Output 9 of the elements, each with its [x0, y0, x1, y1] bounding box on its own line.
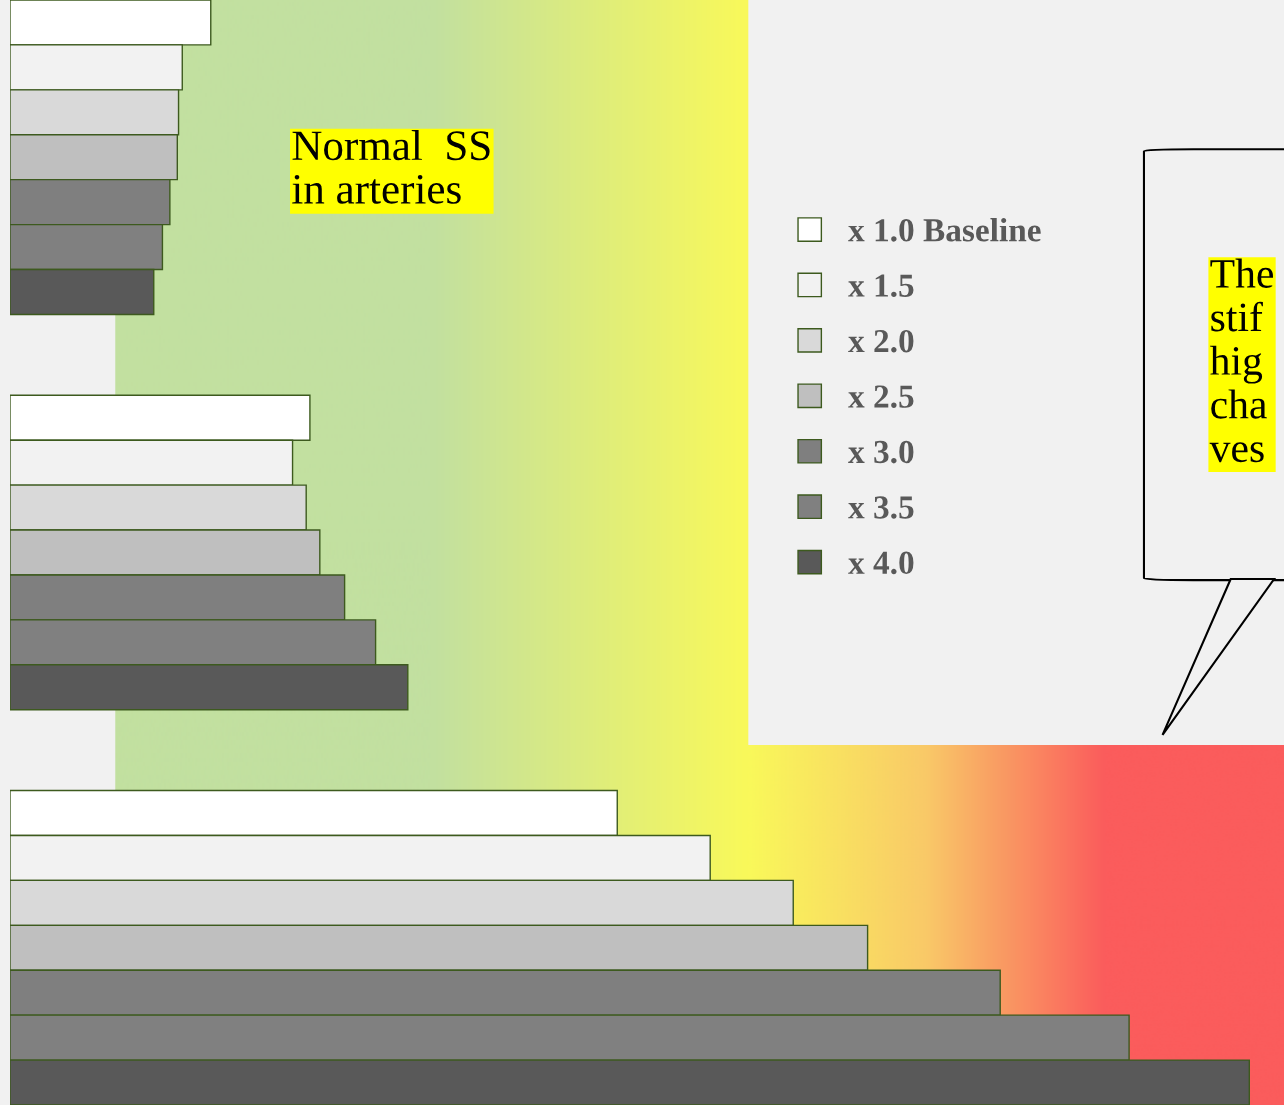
legend-label: x 3.0: [848, 440, 914, 464]
legend-label: x 4.0: [848, 551, 914, 575]
legend-label: x 1.0 Baseline: [848, 218, 1041, 242]
legend-label: x 2.0: [848, 329, 914, 353]
legend-label: x 1.5: [848, 274, 914, 298]
annotation: The stif hig cha ves: [1209, 258, 1273, 463]
annotation: Normal SS in arteries: [292, 129, 490, 204]
legend-label: x 2.5: [848, 385, 914, 408]
legend-label: x 3.5: [848, 496, 914, 519]
